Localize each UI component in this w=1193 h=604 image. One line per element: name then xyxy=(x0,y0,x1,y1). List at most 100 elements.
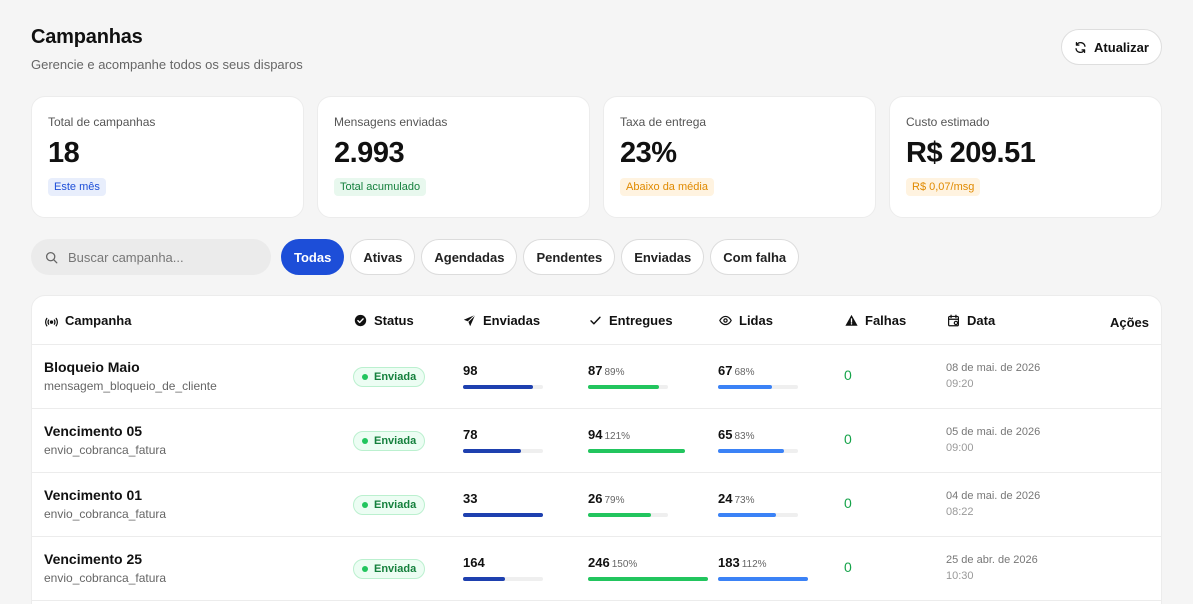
enviadas-value: 33 xyxy=(463,491,478,506)
stat-badge: Este mês xyxy=(48,178,106,196)
refresh-button[interactable]: Atualizar xyxy=(1061,29,1162,65)
page-subtitle: Gerencie e acompanhe todos os seus dispa… xyxy=(31,57,303,72)
enviadas-value: 98 xyxy=(463,363,478,378)
stat-badge: Total acumulado xyxy=(334,178,427,196)
campaign-template: envio_cobranca_fatura xyxy=(44,507,167,521)
status-label: Enviada xyxy=(374,435,417,447)
calendar-icon xyxy=(948,314,959,327)
enviadas-value: 164 xyxy=(463,555,485,570)
col-enviadas[interactable]: Enviadas xyxy=(463,296,540,345)
col-lidas[interactable]: Lidas xyxy=(719,296,773,345)
campaign-date: 25 de abr. de 2026 xyxy=(946,554,1038,566)
enviadas-bar xyxy=(463,385,543,389)
enviadas-bar-fill xyxy=(463,449,521,453)
filter-ativas[interactable]: Ativas xyxy=(350,239,416,275)
enviadas-bar-fill xyxy=(463,513,543,517)
stat-value: R$ 209.51 xyxy=(906,137,1036,169)
entregues-percent: 89% xyxy=(604,367,625,378)
broadcast-icon xyxy=(45,317,58,327)
filter-todas[interactable]: Todas xyxy=(281,239,345,275)
status-label: Enviada xyxy=(374,499,417,511)
campaign-template: envio_cobranca_fatura xyxy=(44,571,167,585)
falhas-value: 0 xyxy=(844,559,852,575)
col-entregues[interactable]: Entregues xyxy=(589,296,673,345)
entregues-percent: 150% xyxy=(611,559,638,570)
col-falhas[interactable]: Falhas xyxy=(845,296,906,345)
entregues-bar xyxy=(588,513,668,517)
enviadas-bar xyxy=(463,449,543,453)
entregues-percent: 79% xyxy=(604,495,625,506)
enviadas-bar xyxy=(463,513,543,517)
col-acoes-label: Ações xyxy=(1109,315,1149,330)
status-dot xyxy=(362,566,368,572)
status-badge: Enviada xyxy=(353,495,426,515)
stat-card-taxa-entrega: Taxa de entrega 23% Abaixo da média xyxy=(603,96,876,218)
col-entregues-label: Entregues xyxy=(609,313,673,328)
stat-label: Mensagens enviadas xyxy=(334,115,448,129)
campaign-name[interactable]: Bloqueio Maio xyxy=(44,359,140,375)
lidas-value: 183 112% xyxy=(718,555,798,570)
entregues-percent: 121% xyxy=(604,431,631,442)
table-row[interactable]: Bloqueio Maio mensagem_bloqueio_de_clien… xyxy=(32,345,1161,409)
col-data[interactable]: Data xyxy=(947,296,995,345)
table-row[interactable]: Vencimento 25 envio_cobranca_fatura Envi… xyxy=(32,537,1161,601)
entregues-bar xyxy=(588,577,708,581)
col-acoes: Ações xyxy=(1110,298,1149,347)
status-label: Enviada xyxy=(374,371,417,383)
lidas-bar-fill xyxy=(718,513,777,517)
lidas-bar-fill xyxy=(718,449,785,453)
lidas-percent: 83% xyxy=(734,431,755,442)
filter-agendadas[interactable]: Agendadas xyxy=(421,239,518,275)
filter-bar: Todas Ativas Agendadas Pendentes Enviada… xyxy=(281,239,800,275)
search-input[interactable] xyxy=(68,249,248,265)
entregues-count: 26 xyxy=(588,491,603,506)
table-row[interactable]: Vencimento 01 envio_cobranca_fatura Envi… xyxy=(32,473,1161,537)
filter-pendentes[interactable]: Pendentes xyxy=(523,239,616,275)
lidas-value: 24 73% xyxy=(718,491,798,506)
filter-com-falha[interactable]: Com falha xyxy=(710,239,800,275)
campaign-time: 09:00 xyxy=(946,442,974,454)
campaign-name[interactable]: Vencimento 25 xyxy=(44,551,143,567)
entregues-bar-fill xyxy=(588,513,652,517)
lidas-value: 65 83% xyxy=(718,427,798,442)
entregues-bar-fill xyxy=(588,577,708,581)
campaign-name[interactable]: Vencimento 05 xyxy=(44,423,143,439)
stat-label: Total de campanhas xyxy=(48,115,156,129)
lidas-bar xyxy=(718,449,798,453)
enviadas-value: 78 xyxy=(463,427,478,442)
entregues-count: 246 xyxy=(588,555,610,570)
lidas-count: 183 xyxy=(718,555,740,570)
page-header: Campanhas Gerencie e acompanhe todos os … xyxy=(31,26,303,72)
status-badge: Enviada xyxy=(353,559,426,579)
search-icon xyxy=(45,251,58,263)
enviadas-bar-fill xyxy=(463,385,533,389)
entregues-value: 26 79% xyxy=(588,491,668,506)
search-box[interactable] xyxy=(31,239,271,275)
campaign-name[interactable]: Vencimento 01 xyxy=(44,487,143,503)
col-status[interactable]: Status xyxy=(354,296,414,345)
campaign-date: 08 de mai. de 2026 xyxy=(946,362,1041,374)
stat-value: 18 xyxy=(48,137,80,169)
table-row[interactable]: Vencimento 05 envio_cobranca_fatura Envi… xyxy=(32,409,1161,473)
refresh-label: Atualizar xyxy=(1094,39,1149,55)
status-label: Enviada xyxy=(374,563,417,575)
col-lidas-label: Lidas xyxy=(739,313,773,328)
check-icon xyxy=(590,316,601,325)
falhas-value: 0 xyxy=(844,367,852,383)
enviadas-bar xyxy=(463,577,543,581)
refresh-icon xyxy=(1075,41,1086,53)
warning-icon xyxy=(845,314,858,326)
lidas-percent: 68% xyxy=(734,367,755,378)
col-campanha-label: Campanha xyxy=(65,313,132,328)
col-campanha[interactable]: Campanha xyxy=(45,296,131,345)
status-badge: Enviada xyxy=(353,367,426,387)
filter-enviadas[interactable]: Enviadas xyxy=(621,239,705,275)
entregues-bar xyxy=(588,449,685,453)
campaign-time: 10:30 xyxy=(946,570,974,582)
col-enviadas-label: Enviadas xyxy=(483,313,541,328)
page-title: Campanhas xyxy=(31,26,143,48)
entregues-count: 94 xyxy=(588,427,603,442)
status-dot xyxy=(362,502,368,508)
lidas-bar xyxy=(718,577,808,581)
stat-badge: R$ 0,07/msg xyxy=(906,178,981,196)
